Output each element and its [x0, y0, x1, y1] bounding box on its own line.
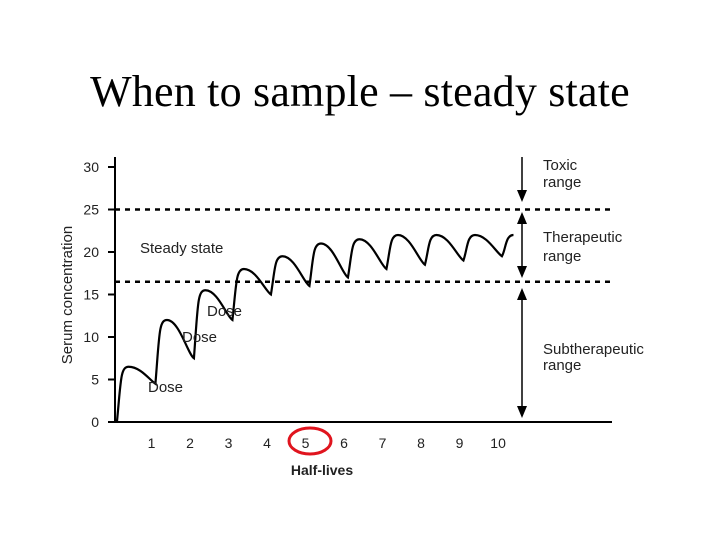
subtherapeutic-range-label-line1: Subtherapeutic — [543, 341, 644, 358]
x-tick-label: 10 — [490, 435, 506, 451]
x-tick-label: 4 — [263, 435, 271, 451]
x-tick-label: 3 — [225, 435, 233, 451]
y-tick-label: 0 — [91, 414, 99, 430]
annotation-dose-3: Dose — [207, 303, 242, 320]
x-tick-label: 6 — [340, 435, 348, 451]
x-tick-label: 7 — [379, 435, 387, 451]
y-axis-label: Serum concentration — [59, 226, 76, 364]
y-tick-label: 15 — [83, 287, 99, 303]
toxic-range-arrow — [517, 157, 527, 202]
y-tick-label: 30 — [83, 159, 99, 175]
therapeutic-range-label-line1: Therapeutic — [543, 229, 623, 246]
y-tick-label: 20 — [83, 244, 99, 260]
x-tick-label: 8 — [417, 435, 425, 451]
toxic-range-label-line2: range — [543, 174, 581, 191]
subtherapeutic-range-arrow — [517, 288, 527, 418]
annotation-steady-state: Steady state — [140, 240, 223, 257]
x-tick-label: 5 — [302, 435, 310, 451]
therapeutic-range-label-line2: range — [543, 248, 581, 265]
slide-title: When to sample – steady state — [90, 67, 630, 116]
x-tick-label: 2 — [186, 435, 194, 451]
highlight-circle — [287, 426, 333, 456]
therapeutic-range-arrow — [517, 212, 527, 278]
x-tick-label: 1 — [148, 435, 156, 451]
y-tick-label: 5 — [91, 372, 99, 388]
annotation-dose-1: Dose — [148, 379, 183, 396]
y-tick-label: 10 — [83, 329, 99, 345]
x-axis-label: Half-lives — [291, 462, 353, 478]
x-tick-label: 9 — [456, 435, 464, 451]
concentration-curve — [115, 233, 514, 423]
subtherapeutic-range-label-line2: range — [543, 357, 581, 374]
y-tick-label: 25 — [83, 202, 99, 218]
annotation-dose-2: Dose — [182, 329, 217, 346]
toxic-range-label-line1: Toxic — [543, 157, 578, 174]
